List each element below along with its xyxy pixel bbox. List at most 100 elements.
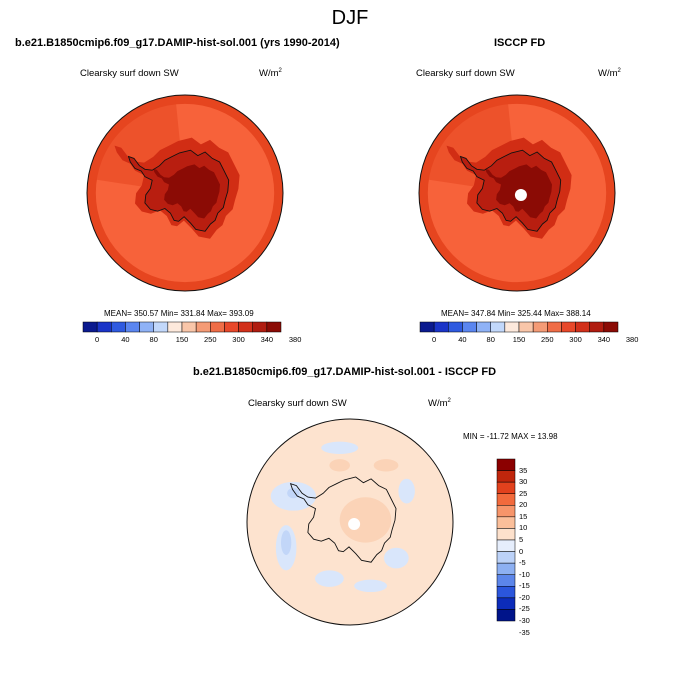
- left-colorbar-box: [96, 321, 112, 333]
- left-map: [86, 94, 284, 292]
- diff-negative-patch: [354, 579, 388, 593]
- diff-colorbar-box: [496, 493, 516, 506]
- diff-negative-patch: [321, 441, 359, 455]
- colorbar-tick-label: 150: [512, 335, 526, 344]
- diff-panel-title: b.e21.B1850cmip6.f09_g17.DAMIP-hist-sol.…: [193, 366, 497, 378]
- page-title: DJF: [331, 7, 369, 29]
- right-colorbar-box: [462, 321, 477, 333]
- left-variable-label: Clearsky surf down SW: [80, 68, 179, 79]
- diff-colorbar-box: [496, 458, 516, 471]
- right-colorbar-box: [603, 321, 619, 333]
- left-colorbar-box: [210, 321, 225, 333]
- colorbar-tick-label: 380: [288, 335, 302, 344]
- left-map-border: [86, 94, 284, 292]
- diff-field: [247, 419, 453, 625]
- left-plateau: [153, 164, 220, 219]
- left-colorbar-box: [181, 321, 197, 333]
- colorbar-tick-label: -35: [519, 627, 530, 637]
- diff-negative-patch: [383, 547, 409, 569]
- right-colorbar-box: [504, 321, 520, 333]
- diff-colorbar-box: [496, 516, 516, 529]
- right-field: [419, 95, 615, 291]
- right-colorbar-box: [433, 321, 449, 333]
- colorbar-tick-label: 20: [519, 500, 528, 510]
- right-colorbar-box: [419, 321, 435, 333]
- left-colorbar-box: [82, 321, 98, 333]
- colorbar-tick-label: 35: [519, 465, 528, 475]
- diff-colorbar-box: [496, 551, 516, 564]
- colorbar-tick-label: 40: [458, 335, 467, 344]
- colorbar-tick-label: -25: [519, 604, 530, 614]
- right-colorbar-box: [490, 321, 506, 333]
- right-colorbar-box: [532, 321, 548, 333]
- right-pole-hole: [514, 188, 527, 201]
- colorbar-tick-label: -20: [519, 592, 530, 602]
- diff-stats: MIN = -11.72 MAX = 13.98: [463, 432, 558, 441]
- left-panel-title: b.e21.B1850cmip6.f09_g17.DAMIP-hist-sol.…: [15, 37, 340, 49]
- left-colorbar-box: [139, 321, 154, 333]
- right-colorbar-box: [476, 321, 491, 333]
- diff-map-border: [246, 418, 454, 626]
- diff-negative-patch: [398, 478, 415, 504]
- right-panel-title: ISCCP FD: [494, 37, 546, 49]
- colorbar-tick-label: 0: [432, 335, 437, 344]
- right-map-border: [418, 94, 616, 292]
- left-colorbar-box: [266, 321, 282, 333]
- left-colorbar-box: [167, 321, 183, 333]
- diff-coastline: [289, 476, 397, 563]
- diff-negative-patch: [314, 570, 344, 587]
- colorbar-tick-label: 250: [541, 335, 554, 344]
- diff-negative-core: [280, 530, 292, 555]
- right-units-label: W/m2: [598, 68, 621, 79]
- left-colorbar-box: [111, 321, 126, 333]
- diff-colorbar-box: [496, 562, 516, 575]
- colorbar-tick-label: -15: [519, 581, 530, 591]
- left-colorbar-box: [195, 321, 211, 333]
- left-colorbar-box: [125, 321, 140, 333]
- right-colorbar-box: [518, 321, 534, 333]
- diff-units-label: W/m2: [428, 398, 451, 409]
- diff-colorbar-box: [496, 609, 516, 622]
- colorbar-tick-label: 15: [519, 511, 528, 521]
- colorbar-tick-label: 340: [260, 335, 274, 344]
- diff-colorbar-box: [496, 597, 516, 610]
- right-colorbar-box: [575, 321, 590, 333]
- colorbar-tick-label: 10: [519, 523, 528, 533]
- colorbar-tick-label: 150: [175, 335, 189, 344]
- colorbar-tick-label: 380: [625, 335, 639, 344]
- left-units-label: W/m2: [259, 68, 282, 79]
- colorbar-tick-label: 80: [486, 335, 495, 344]
- diff-positive-patch: [329, 459, 351, 472]
- left-colorbar-box: [224, 321, 239, 333]
- right-map: [418, 94, 616, 292]
- right-coastline: [459, 149, 562, 232]
- left-coastline: [127, 149, 230, 232]
- colorbar-tick-label: 0: [519, 546, 524, 556]
- right-variable-label: Clearsky surf down SW: [416, 68, 515, 79]
- right-colorbar-box: [561, 321, 576, 333]
- colorbar-tick-label: 25: [519, 488, 528, 498]
- diff-pole-hole: [348, 518, 361, 531]
- diff-positive-patch: [373, 459, 399, 472]
- right-colorbar-box: [547, 321, 562, 333]
- diff-colorbar-box: [496, 586, 516, 599]
- colorbar-tick-label: -10: [519, 569, 530, 579]
- diff-colorbar-box: [496, 528, 516, 541]
- right-colorbar-box: [589, 321, 605, 333]
- left-field: [87, 95, 283, 291]
- left-colorbar-box: [238, 321, 253, 333]
- colorbar-tick-label: -5: [519, 558, 526, 568]
- diff-colorbar-box: [496, 470, 516, 483]
- diff-map: [246, 418, 454, 626]
- diff-colorbar-box: [496, 481, 516, 494]
- colorbar-tick-label: 5: [519, 535, 524, 544]
- colorbar-tick-label: 250: [204, 335, 217, 344]
- colorbar-tick-label: 300: [569, 335, 582, 344]
- left-colorbar-box: [252, 321, 268, 333]
- colorbar-tick-label: -30: [519, 616, 530, 625]
- colorbar-tick-label: 300: [232, 335, 245, 344]
- diff-colorbar-box: [496, 539, 516, 552]
- colorbar-tick-label: 0: [95, 335, 100, 344]
- colorbar-tick-label: 80: [149, 335, 158, 344]
